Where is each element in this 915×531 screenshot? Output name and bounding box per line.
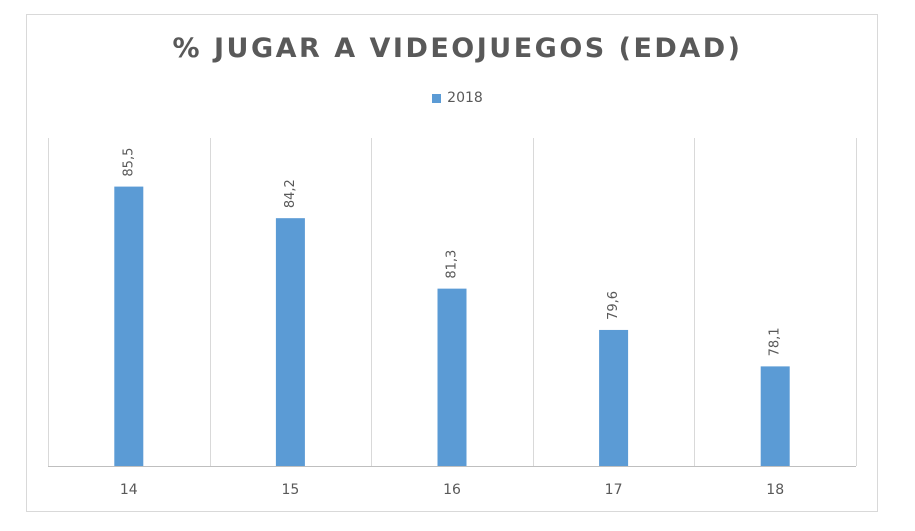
chart-title: % JUGAR A VIDEOJUEGOS (EDAD) bbox=[172, 33, 743, 64]
data-label: 79,6 bbox=[606, 291, 621, 320]
legend-swatch bbox=[432, 93, 442, 103]
x-tick-label: 17 bbox=[605, 482, 623, 498]
x-tick-label: 15 bbox=[281, 482, 299, 498]
x-tick-label: 14 bbox=[120, 482, 138, 498]
bar bbox=[437, 288, 467, 466]
legend-label: 2018 bbox=[447, 90, 483, 106]
data-label: 81,3 bbox=[445, 250, 460, 279]
x-tick-label: 18 bbox=[766, 482, 784, 498]
data-label: 85,5 bbox=[121, 148, 136, 177]
data-label: 84,2 bbox=[283, 179, 298, 208]
bar bbox=[760, 366, 790, 466]
data-label: 78,1 bbox=[768, 327, 783, 356]
legend: 2018 bbox=[0, 90, 915, 106]
bar bbox=[275, 218, 305, 466]
x-tick-label: 16 bbox=[443, 482, 461, 498]
bar bbox=[114, 186, 144, 466]
bar bbox=[599, 329, 629, 466]
